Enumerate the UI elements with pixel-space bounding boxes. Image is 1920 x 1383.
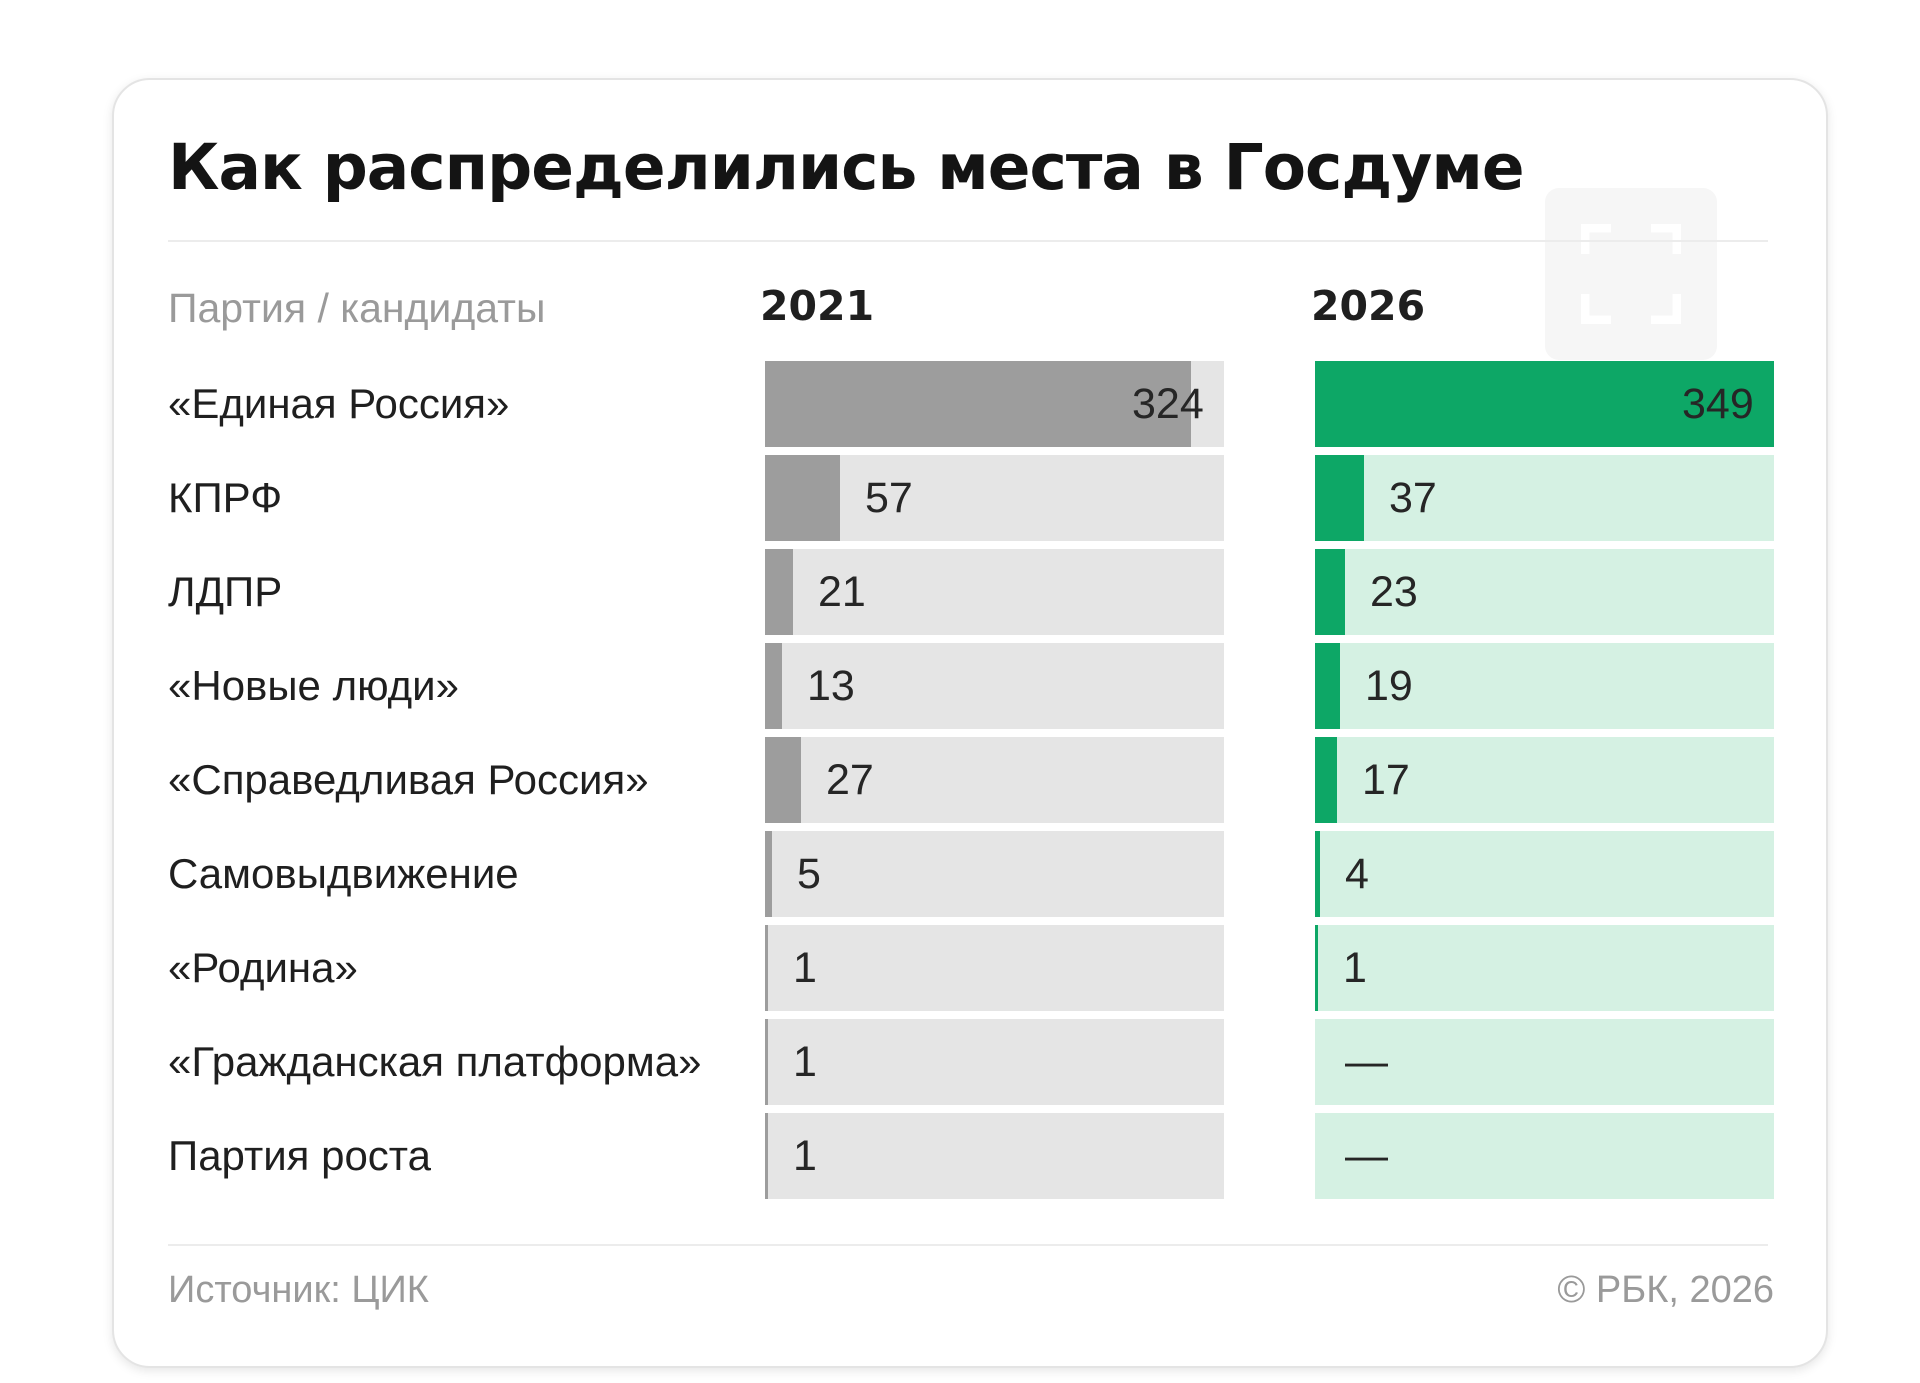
value-label: 37 xyxy=(1389,474,1437,522)
value-label: 13 xyxy=(807,662,855,710)
value-label: 1 xyxy=(793,944,817,992)
bar-2026-track: 4 xyxy=(1315,831,1774,917)
bar-2026 xyxy=(1315,643,1340,729)
bar-2026-track: 23 xyxy=(1315,549,1774,635)
source-note: Источник: ЦИК xyxy=(168,1269,429,1311)
bar-2021 xyxy=(765,831,772,917)
bar-2026 xyxy=(1315,737,1337,823)
bar-2021 xyxy=(765,1019,768,1105)
bar-2021-track: 27 xyxy=(765,737,1224,823)
bar-2026-track: — xyxy=(1315,1019,1774,1105)
bar-2021 xyxy=(765,925,768,1011)
bar-2026-track: 1 xyxy=(1315,925,1774,1011)
missing-value-label: — xyxy=(1345,1132,1388,1180)
bar-2026-track: 349 xyxy=(1315,361,1774,447)
value-label: 21 xyxy=(818,568,866,616)
value-label: 349 xyxy=(1682,380,1754,428)
value-label: 4 xyxy=(1345,850,1369,898)
party-label: КПРФ xyxy=(168,474,283,521)
header-divider xyxy=(168,240,1768,242)
party-label: «Гражданская платформа» xyxy=(168,1038,702,1085)
column-header-2021: 2021 xyxy=(760,282,875,330)
bar-2021 xyxy=(765,1113,768,1199)
bar-2026 xyxy=(1315,361,1774,447)
bar-2021-track: 5 xyxy=(765,831,1224,917)
bar-2021-track: 57 xyxy=(765,455,1224,541)
bar-2026-track: 17 xyxy=(1315,737,1774,823)
bar-2021 xyxy=(765,737,801,823)
expand-icon xyxy=(1581,224,1681,324)
bar-2026 xyxy=(1315,831,1320,917)
value-label: 17 xyxy=(1362,756,1410,804)
value-label: 5 xyxy=(797,850,821,898)
party-label: Партия роста xyxy=(168,1132,431,1179)
bar-2026 xyxy=(1315,549,1345,635)
value-label: 1 xyxy=(793,1132,817,1180)
bar-2021 xyxy=(765,361,1191,447)
value-label: 324 xyxy=(1132,380,1204,428)
party-label: «Единая Россия» xyxy=(168,380,510,427)
party-label: «Родина» xyxy=(168,944,358,991)
bar-2021-track: 324 xyxy=(765,361,1224,447)
bar-2021 xyxy=(765,643,782,729)
value-label: 1 xyxy=(1343,944,1367,992)
value-label: 23 xyxy=(1370,568,1418,616)
column-header-party: Партия / кандидаты xyxy=(168,285,546,331)
bar-2021-track: 21 xyxy=(765,549,1224,635)
bar-2026 xyxy=(1315,455,1364,541)
bar-2026-track: 37 xyxy=(1315,455,1774,541)
bar-2021-track: 1 xyxy=(765,1113,1224,1199)
column-header-2026: 2026 xyxy=(1311,282,1426,330)
chart-title: Как распределились места в Госдуме xyxy=(168,131,1525,204)
expand-button[interactable] xyxy=(1545,188,1717,360)
bar-2026 xyxy=(1315,925,1318,1011)
missing-value-label: — xyxy=(1345,1038,1388,1086)
bar-2021 xyxy=(765,549,793,635)
value-label: 1 xyxy=(793,1038,817,1086)
bar-2021-track: 13 xyxy=(765,643,1224,729)
footer-divider xyxy=(168,1244,1768,1246)
bar-2021 xyxy=(765,455,840,541)
bar-2021-track: 1 xyxy=(765,1019,1224,1105)
bar-2021-track: 1 xyxy=(765,925,1224,1011)
value-label: 19 xyxy=(1365,662,1413,710)
value-label: 57 xyxy=(865,474,913,522)
bar-2026-track: 19 xyxy=(1315,643,1774,729)
party-label: «Справедливая Россия» xyxy=(168,756,649,803)
value-label: 27 xyxy=(826,756,874,804)
copyright-note: © РБК, 2026 xyxy=(1557,1269,1774,1311)
party-label: Самовыдвижение xyxy=(168,850,519,897)
bar-2026-track: — xyxy=(1315,1113,1774,1199)
party-label: ЛДПР xyxy=(168,568,283,615)
party-label: «Новые люди» xyxy=(168,662,459,709)
